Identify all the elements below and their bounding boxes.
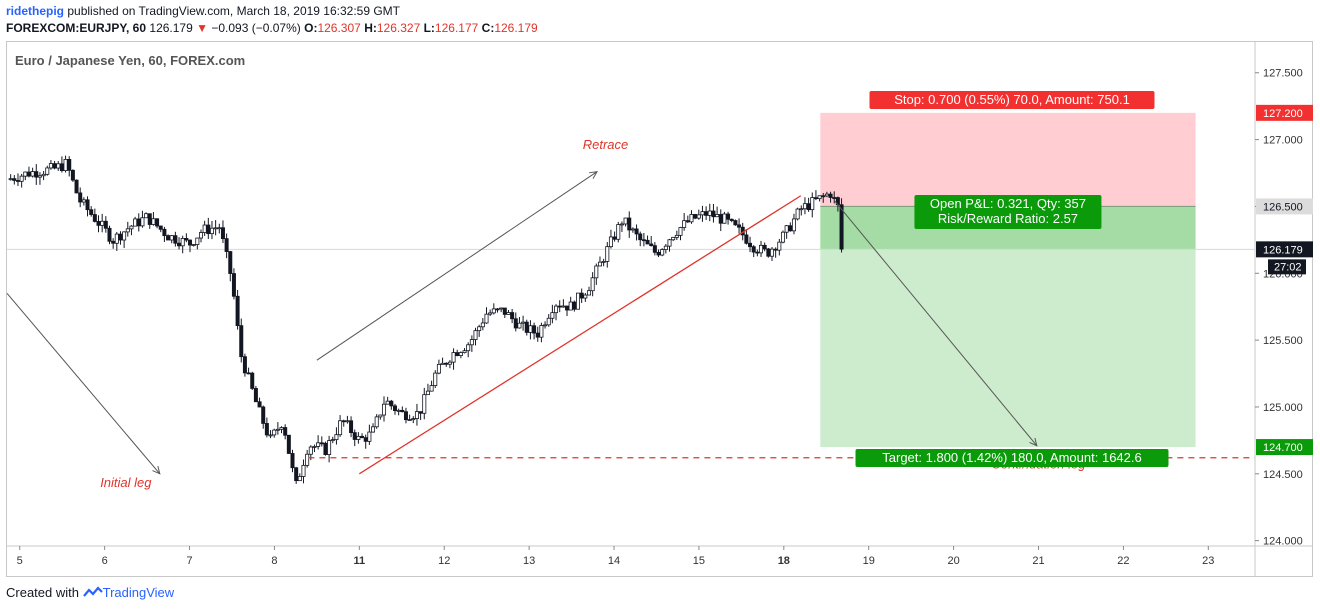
symbol-info: FOREXCOM:EURJPY, 60 126.179 ▼ −0.093 (−0… (6, 21, 538, 35)
close-label: C: (481, 21, 495, 35)
low-value: 126.177 (434, 21, 479, 35)
author-name[interactable]: ridethepig (6, 4, 65, 18)
pane-title: Euro / Japanese Yen, 60, FOREX.com (15, 53, 246, 68)
close-value: 126.179 (494, 21, 538, 35)
tradingview-brand[interactable]: TradingView (102, 585, 175, 600)
tradingview-logo-icon (82, 586, 103, 598)
publish-text: published on TradingView.com, March 18, … (67, 4, 401, 18)
publish-info: ridethepig published on TradingView.com,… (6, 4, 400, 18)
low-label: L: (423, 21, 435, 35)
open-label: O: (304, 21, 318, 35)
high-value: 126.327 (376, 21, 421, 35)
symbol-label: FOREXCOM:EURJPY, 60 (6, 21, 147, 35)
chart-frame (6, 41, 1313, 577)
change-value: −0.093 (−0.07%) (211, 21, 301, 35)
footer: Created with TradingView (6, 585, 174, 600)
open-value: 126.307 (317, 21, 361, 35)
created-with-text: Created with (6, 585, 79, 600)
high-label: H: (364, 21, 377, 35)
last-price: 126.179 (149, 21, 193, 35)
change-arrow-icon: ▼ (196, 21, 209, 35)
